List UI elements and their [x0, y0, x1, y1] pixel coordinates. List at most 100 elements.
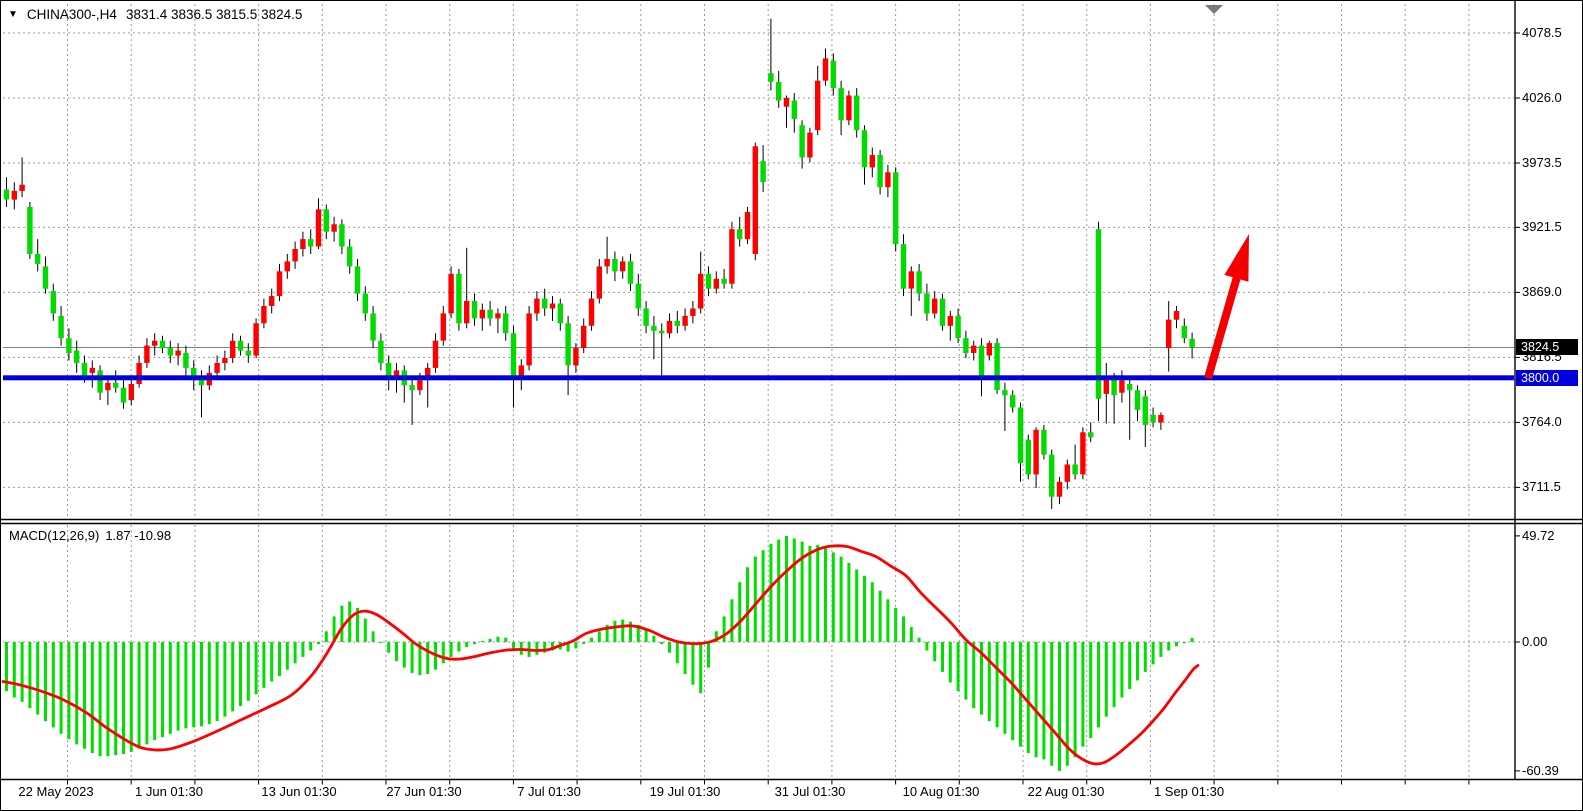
- macd-histogram-bar: [933, 642, 937, 662]
- candlestick: [456, 273, 462, 324]
- candlestick: [167, 348, 173, 356]
- candlestick: [744, 211, 751, 240]
- candlestick: [471, 301, 478, 319]
- macd-histogram-bar: [207, 642, 211, 725]
- macd-histogram-bar: [1081, 642, 1085, 747]
- candlestick: [11, 190, 17, 200]
- candlestick: [674, 320, 680, 326]
- date-axis-label: 22 Aug 01:30: [1027, 784, 1105, 799]
- candlestick: [690, 308, 696, 316]
- macd-histogram-bar: [1026, 642, 1030, 753]
- macd-histogram-bar: [324, 631, 328, 642]
- macd-histogram-bar: [785, 535, 788, 642]
- candlestick: [237, 340, 244, 351]
- candlestick: [643, 308, 649, 326]
- chart-title: ▼ CHINA300-,H4 3831.4 3836.5 3815.5 3824…: [8, 7, 302, 22]
- macd-histogram-bar: [941, 642, 944, 672]
- macd-histogram-bar: [301, 642, 305, 657]
- macd-histogram-bar: [660, 642, 664, 645]
- macd-histogram-bar: [1151, 642, 1155, 665]
- macd-histogram-bar: [894, 607, 898, 642]
- macd-histogram-bar: [129, 642, 133, 752]
- macd-histogram-bar: [512, 642, 515, 649]
- macd-histogram-bar: [153, 642, 157, 741]
- macd-histogram-bar: [176, 642, 180, 731]
- candlestick: [565, 323, 571, 366]
- macd-histogram-bar: [20, 642, 24, 702]
- candlestick: [807, 132, 813, 158]
- macd-histogram-bar: [1042, 642, 1046, 760]
- macd-histogram-bar: [317, 642, 320, 645]
- macd-histogram-bar: [675, 642, 679, 664]
- date-axis-label: 7 Jul 01:30: [517, 784, 581, 799]
- candlestick: [1025, 439, 1031, 475]
- candlestick: [729, 229, 735, 284]
- macd-axis-label: 49.72: [1522, 527, 1555, 543]
- candlestick: [635, 283, 641, 309]
- macd-histogram-bar: [106, 642, 110, 757]
- candlestick: [74, 350, 80, 363]
- last-price-badge: 3824.5: [1516, 339, 1578, 356]
- macd-histogram-bar: [855, 569, 859, 642]
- macd-histogram-bar: [340, 605, 344, 642]
- macd-histogram-bar: [980, 642, 983, 715]
- candlestick: [604, 259, 610, 267]
- macd-histogram-bar: [1120, 642, 1124, 698]
- macd-histogram-bar: [1104, 642, 1108, 717]
- candlestick: [503, 313, 509, 334]
- macd-histogram-bar: [278, 642, 281, 677]
- candlestick: [518, 365, 524, 378]
- candlestick: [144, 345, 150, 363]
- macd-histogram-bar: [808, 546, 812, 642]
- symbol-dropdown-icon[interactable]: ▼: [8, 8, 18, 20]
- candlestick: [573, 348, 579, 366]
- date-axis-label: 10 Aug 01:30: [902, 784, 980, 799]
- candlestick: [612, 259, 618, 272]
- candlestick: [261, 306, 267, 324]
- macd-histogram-bar: [441, 642, 445, 664]
- candlestick: [378, 340, 384, 363]
- macd-histogram-bar: [956, 642, 960, 692]
- support-line[interactable]: [3, 375, 1514, 381]
- candlestick: [557, 303, 563, 324]
- candlestick: [830, 60, 836, 89]
- candlestick: [1088, 432, 1094, 438]
- candlestick: [994, 343, 1000, 391]
- macd-histogram-bar: [465, 642, 469, 648]
- candlestick: [42, 266, 49, 289]
- candlestick: [19, 184, 25, 191]
- candlestick: [947, 315, 953, 326]
- macd-histogram-bar: [691, 642, 695, 685]
- macd-histogram-bar: [12, 642, 16, 698]
- macd-histogram-bar: [395, 642, 398, 662]
- macd-histogram-bar: [184, 642, 188, 729]
- macd-histogram-bar: [1097, 642, 1100, 728]
- candlestick: [191, 367, 197, 378]
- candlestick: [620, 261, 626, 272]
- chart-shift-marker-icon[interactable]: [1205, 5, 1223, 14]
- candlestick: [1119, 380, 1125, 393]
- macd-histogram-bar: [223, 642, 227, 717]
- candlestick: [1041, 429, 1047, 455]
- macd-histogram-bar: [746, 567, 749, 642]
- trend-arrow-head-icon[interactable]: [1224, 234, 1249, 282]
- candlestick: [737, 229, 743, 240]
- candlestick: [113, 382, 119, 388]
- price-axis-label: 4078.5: [1522, 25, 1562, 40]
- macd-histogram-bar: [683, 642, 687, 674]
- macd-histogram-bar: [1182, 642, 1186, 644]
- trend-arrow-shaft[interactable]: [1204, 276, 1241, 380]
- candlestick: [3, 189, 10, 200]
- date-axis-label: 13 Jun 01:30: [261, 784, 337, 799]
- candlestick: [35, 254, 41, 264]
- macd-histogram-bar: [925, 642, 929, 651]
- macd-histogram-bar: [457, 642, 461, 652]
- macd-histogram-bar: [652, 635, 656, 642]
- macd-histogram-bar: [972, 642, 976, 709]
- candlestick: [97, 370, 103, 393]
- candlestick: [791, 100, 797, 120]
- macd-histogram-bar: [168, 642, 172, 734]
- candlestick: [159, 340, 166, 349]
- candlestick: [222, 358, 228, 363]
